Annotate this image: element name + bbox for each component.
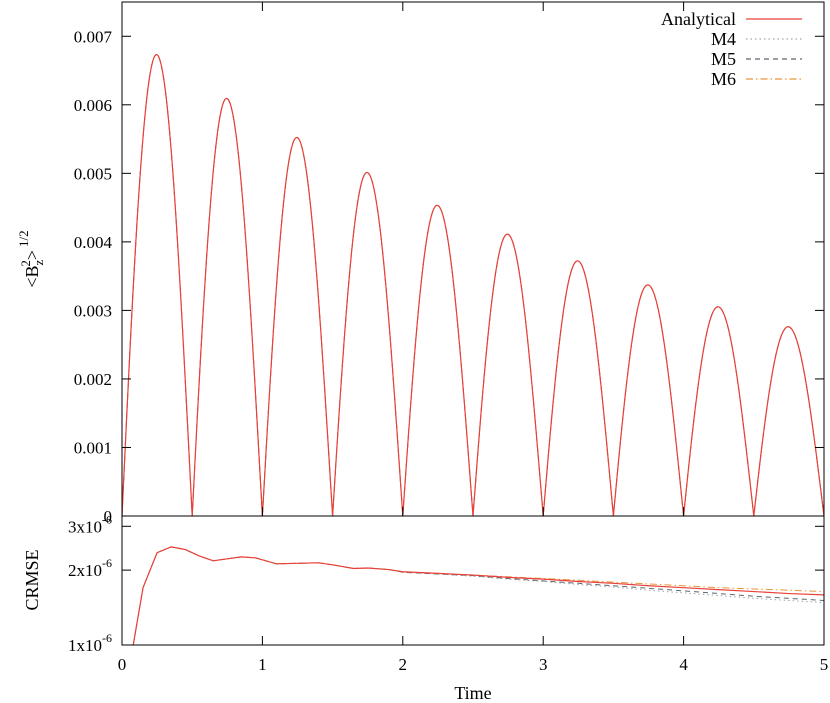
series-line-analytical: [121, 54, 825, 517]
bottom-y-tick-label: 3x10-6: [68, 512, 112, 536]
top-panel: 0 0.001 0.002 0.003 0.004 0.005 0.006 0.007 Ana…: [16, 1, 825, 526]
top-y-tick-label: 0.004: [74, 233, 113, 252]
top-y-tick-label: 0.007: [74, 27, 113, 46]
bottom-plot-frame: [121, 515, 825, 646]
crmse-line-m5: [132, 546, 825, 646]
top-curves: [121, 54, 825, 517]
bottom-ticks: 1x10-6 2x10-6 3x10-6 0 1 2 3 4 5: [68, 512, 828, 674]
x-tick-label: 3: [539, 655, 548, 674]
y-title-open: <B: [22, 265, 42, 287]
top-y-tick-label: 0.001: [74, 438, 112, 457]
bottom-panel: 1x10-6 2x10-6 3x10-6 0 1 2 3 4 5 CRMSE Time: [22, 512, 828, 703]
top-y-axis-title: <Bz2>1/2: [16, 230, 46, 287]
bottom-y-axis-title: CRMSE: [22, 549, 42, 610]
bottom-y-tick-label: 1x10-6: [68, 631, 112, 655]
series-line-m6: [121, 54, 825, 517]
x-tick-label: 5: [820, 655, 829, 674]
crmse-line-analytical: [132, 546, 825, 646]
legend-label-m6: M6: [711, 69, 736, 89]
top-y-ticks: 0 0.001 0.002 0.003 0.004 0.005 0.006 0.007: [74, 2, 825, 526]
series-line-m5: [121, 54, 825, 517]
bottom-y-tick-label: 2x10-6: [68, 556, 112, 580]
legend-label-analytical: Analytical: [661, 9, 736, 29]
x-tick-label: 2: [399, 655, 408, 674]
y-title-close: >: [22, 250, 42, 260]
top-y-tick-label: 0: [104, 507, 113, 526]
top-y-tick-label: 0.006: [74, 96, 112, 115]
top-y-tick-label: 0.002: [74, 370, 112, 389]
legend-label-m5: M5: [711, 49, 736, 69]
top-y-tick-label: 0.003: [74, 301, 112, 320]
crmse-line-m6: [132, 546, 825, 646]
series-line-m4: [121, 54, 825, 517]
bottom-curves: [132, 546, 825, 646]
x-tick-label: 1: [258, 655, 267, 674]
y-title-sub: z: [31, 259, 46, 265]
top-y-tick-label: 0.005: [74, 164, 112, 183]
y-title-sup1: 2: [18, 260, 33, 267]
legend-label-m4: M4: [711, 29, 736, 49]
x-tick-label: 0: [118, 655, 127, 674]
crmse-line-m4: [132, 546, 825, 646]
x-tick-label: 4: [679, 655, 688, 674]
y-title-sup2: 1/2: [16, 230, 31, 247]
x-axis-title: Time: [454, 683, 491, 703]
